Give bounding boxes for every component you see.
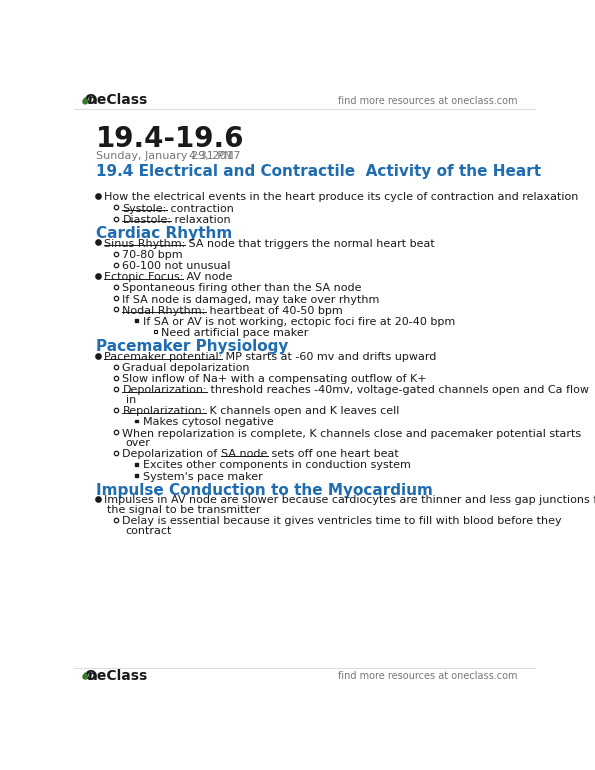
Text: neClass: neClass [88,668,149,683]
Text: Impulse Conduction to the Myocardium: Impulse Conduction to the Myocardium [96,483,433,497]
Text: If SA node is damaged, may take over rhythm: If SA node is damaged, may take over rhy… [123,294,380,304]
Text: AV node: AV node [183,272,233,282]
Text: O: O [84,668,96,683]
Text: Sunday, January 29, 2017: Sunday, January 29, 2017 [96,151,240,161]
Text: contract: contract [126,526,172,536]
Text: 19.4 Electrical and Contractile  Activity of the Heart: 19.4 Electrical and Contractile Activity… [96,164,541,179]
Bar [135,420,137,423]
Bar [135,320,137,322]
Text: in: in [126,395,136,405]
Text: MP starts at -60 mv and drifts upward: MP starts at -60 mv and drifts upward [222,352,437,362]
Text: relaxation: relaxation [171,215,231,225]
Text: System's pace maker: System's pace maker [143,471,262,481]
Text: Delay is essential because it gives ventricles time to fill with blood before th: Delay is essential because it gives vent… [123,516,562,526]
Text: Repolarization:: Repolarization: [123,406,206,416]
Text: 60-100 not unusual: 60-100 not unusual [123,261,231,271]
Text: Depolarization:: Depolarization: [123,385,207,395]
Text: find more resources at oneclass.com: find more resources at oneclass.com [338,96,518,105]
Text: SA node: SA node [221,449,268,459]
Text: Nodal Rhythm:: Nodal Rhythm: [123,306,206,316]
Polygon shape [83,673,87,675]
Text: When repolarization is complete, K channels close and pacemaker potential starts: When repolarization is complete, K chann… [123,428,581,438]
Text: Spontaneous firing other than the SA node: Spontaneous firing other than the SA nod… [123,283,362,293]
Bar [154,330,157,333]
Bar [135,474,137,477]
Text: How the electrical events in the heart produce its cycle of contraction and rela: How the electrical events in the heart p… [104,192,578,203]
Text: Depolarization of: Depolarization of [123,449,221,459]
Text: Excites other components in conduction system: Excites other components in conduction s… [143,460,411,470]
Text: the signal to be transmitter: the signal to be transmitter [107,505,261,515]
Text: Ectopic Focus:: Ectopic Focus: [104,272,183,282]
Text: Diastole:: Diastole: [123,215,171,225]
Circle shape [83,99,87,104]
Text: SA node that triggers the normal heart beat: SA node that triggers the normal heart b… [185,239,435,249]
Text: Need artificial pace maker: Need artificial pace maker [161,328,309,338]
Text: Slow inflow of Na+ with a compensating outflow of K+: Slow inflow of Na+ with a compensating o… [123,374,427,384]
Text: O: O [84,93,96,108]
Text: 70-80 bpm: 70-80 bpm [123,249,183,259]
Text: Sinus Rhythm:: Sinus Rhythm: [104,239,185,249]
Text: Cardiac Rhythm: Cardiac Rhythm [96,226,232,241]
Text: Pacemaker Physiology: Pacemaker Physiology [96,339,289,354]
Bar [135,463,137,466]
Text: over: over [126,438,151,448]
Text: neClass: neClass [88,93,149,108]
Circle shape [83,675,87,679]
Polygon shape [83,98,87,100]
Text: threshold reaches -40mv, voltage-gated channels open and Ca flow: threshold reaches -40mv, voltage-gated c… [207,385,589,395]
Text: find more resources at oneclass.com: find more resources at oneclass.com [338,671,518,681]
Text: Pacemaker potential:: Pacemaker potential: [104,352,222,362]
Text: 19.4-19.6: 19.4-19.6 [96,125,245,152]
Text: 4:31 PM: 4:31 PM [189,151,234,161]
Text: Gradual depolarization: Gradual depolarization [123,363,250,373]
Text: Makes cytosol negative: Makes cytosol negative [143,417,273,427]
Text: If SA or AV is not working, ectopic foci fire at 20-40 bpm: If SA or AV is not working, ectopic foci… [143,316,455,326]
Text: contraction: contraction [167,203,234,213]
Text: Impulses in AV node are slower because cardiocytes are thinner and less gap junc: Impulses in AV node are slower because c… [104,496,595,505]
Text: Systole:: Systole: [123,203,167,213]
Text: heartbeat of 40-50 bpm: heartbeat of 40-50 bpm [206,306,343,316]
Text: sets off one heart beat: sets off one heart beat [268,449,398,459]
Text: K channels open and K leaves cell: K channels open and K leaves cell [206,406,399,416]
